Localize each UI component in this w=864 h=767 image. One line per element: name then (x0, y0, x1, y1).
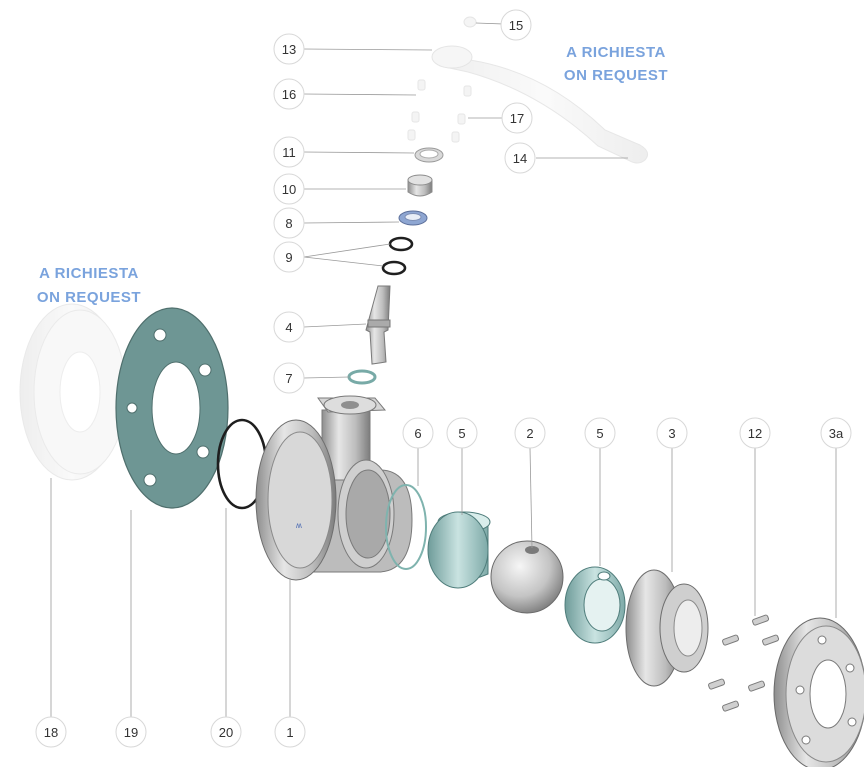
callout-15: 15 (500, 9, 532, 41)
svg-text:ON REQUEST: ON REQUEST (564, 67, 668, 84)
callout-3: 3 (656, 417, 688, 449)
svg-text:17: 17 (510, 111, 524, 126)
callout-4: 4 (273, 311, 305, 343)
lever-handle-14 (439, 53, 649, 164)
callout-3a: 3a (820, 417, 852, 449)
callout-5-left: 5 (446, 417, 478, 449)
valve-body-1: ʍ (255, 395, 413, 581)
svg-text:9: 9 (285, 250, 292, 265)
svg-text:7: 7 (285, 371, 292, 386)
svg-text:6: 6 (414, 426, 421, 441)
svg-text:ʍ: ʍ (296, 521, 302, 530)
svg-text:2: 2 (526, 426, 533, 441)
svg-text:13: 13 (282, 42, 296, 57)
callout-8: 8 (273, 207, 305, 239)
callout-10: 10 (273, 173, 305, 205)
svg-text:20: 20 (219, 725, 233, 740)
callout-14: 14 (504, 142, 536, 174)
svg-text:14: 14 (513, 151, 527, 166)
svg-text:A RICHIESTA: A RICHIESTA (39, 265, 139, 282)
callout-17: 17 (501, 102, 533, 134)
callout-12: 12 (739, 417, 771, 449)
svg-text:15: 15 (509, 18, 523, 33)
handle-assembly (407, 16, 649, 164)
screws-16 (407, 79, 426, 141)
svg-text:8: 8 (285, 216, 292, 231)
svg-text:5: 5 (596, 426, 603, 441)
callout-13: 13 (273, 33, 305, 65)
svg-text:12: 12 (748, 426, 762, 441)
screws-17 (451, 85, 472, 143)
retaining-ring-11 (414, 147, 444, 163)
handle-hub-13 (431, 45, 473, 69)
svg-text:11: 11 (282, 145, 296, 160)
body-seal-6 (385, 484, 427, 570)
callout-2: 2 (514, 417, 546, 449)
callout-19: 19 (115, 716, 147, 748)
stem-4 (365, 285, 391, 365)
flange-3a (773, 617, 864, 767)
on-request-note-left: A RICHIESTA ON REQUEST (37, 265, 141, 306)
callout-5-right: 5 (584, 417, 616, 449)
on-request-note-top: A RICHIESTA ON REQUEST (564, 44, 668, 84)
bolts-12 (708, 614, 780, 712)
svg-text:16: 16 (282, 87, 296, 102)
flange-18 (19, 303, 127, 481)
leader-lines (50, 22, 837, 717)
svg-text:3a: 3a (829, 426, 844, 441)
callout-1: 1 (274, 716, 306, 748)
callout-6: 6 (402, 417, 434, 449)
gland-nut-10 (407, 174, 433, 197)
cap-15 (463, 16, 477, 28)
callout-20: 20 (210, 716, 242, 748)
svg-text:1: 1 (286, 725, 293, 740)
callout-9: 9 (273, 241, 305, 273)
svg-text:18: 18 (44, 725, 58, 740)
bushing-8 (398, 210, 428, 226)
svg-text:5: 5 (458, 426, 465, 441)
callout-11: 11 (273, 136, 305, 168)
svg-text:4: 4 (285, 320, 292, 335)
stem-seal-7 (347, 369, 377, 385)
svg-text:3: 3 (668, 426, 675, 441)
svg-text:10: 10 (282, 182, 296, 197)
svg-text:ON REQUEST: ON REQUEST (37, 289, 141, 306)
svg-text:A RICHIESTA: A RICHIESTA (566, 44, 666, 61)
ball-seat-5-left (427, 511, 491, 589)
o-rings-9 (381, 236, 414, 276)
flange-gasket-19 (115, 307, 229, 509)
ball-seat-5-right (564, 566, 626, 644)
callout-16: 16 (273, 78, 305, 110)
callout-7: 7 (273, 362, 305, 394)
callout-18: 18 (35, 716, 67, 748)
ball-2 (490, 540, 564, 614)
end-connector-3 (625, 569, 709, 687)
svg-text:19: 19 (124, 725, 138, 740)
